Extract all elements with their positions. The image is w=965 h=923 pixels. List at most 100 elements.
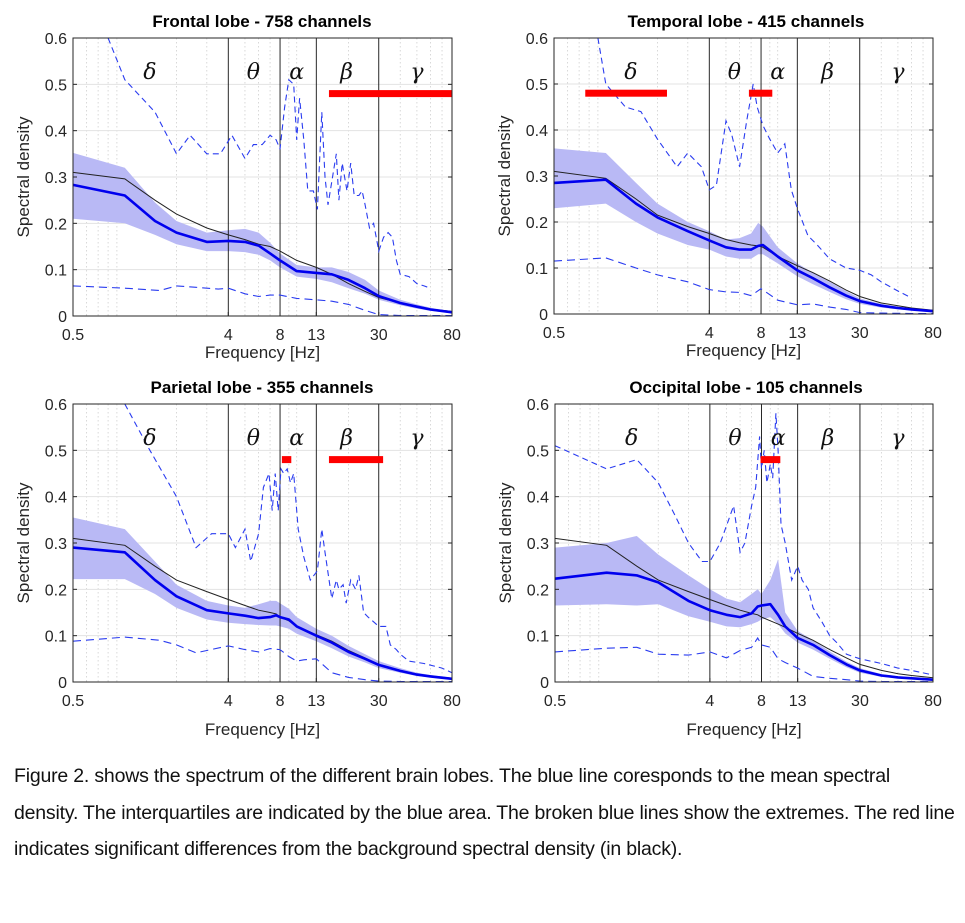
extreme-high-line [124, 403, 453, 674]
x-tick-label: 80 [924, 693, 942, 710]
x-tick-label: 4 [224, 693, 233, 710]
chart-title: Frontal lobe - 758 channels [152, 12, 371, 31]
y-tick-label: 0.4 [45, 124, 67, 141]
significance-bar [760, 456, 781, 464]
x-tick-label: 8 [276, 693, 285, 710]
figure: δ θ α β γ00.10.20.30.40.50.60.5 4 8 13 30 80Frequ… [14, 12, 942, 739]
band-label: δ [143, 60, 156, 85]
y-tick-label: 0.3 [527, 536, 549, 553]
band-label: δ [143, 426, 156, 451]
y-tick-label: 0.6 [527, 397, 549, 414]
extreme-high-line [107, 37, 431, 289]
panel-occipital: δ θ α β γ 0 0.1 0.2 0.3 0.4 0.5 0.6 0.5 4 8 13 30 80 Frequ… [496, 378, 942, 739]
x-tick-label: 30 [370, 327, 388, 344]
chart-title: Temporal lobe - 415 channels [628, 12, 865, 31]
x-tick-label: 4 [705, 693, 714, 710]
significance-bar [328, 456, 384, 464]
x-tick-label: 80 [443, 327, 461, 344]
y-tick-label: 0.5 [527, 443, 549, 460]
x-tick-label: 13 [307, 693, 325, 710]
mean-line [553, 178, 934, 313]
x-axis-label: Frequency [Hz] [205, 343, 320, 362]
x-tick-label: 8 [757, 693, 766, 710]
extreme-low-line [72, 285, 452, 317]
chart-title: Occipital lobe - 105 channels [629, 378, 862, 397]
x-tick-label: 8 [276, 327, 285, 344]
panel-frontal: δ θ α β γ 0 0.1 0.2 0.3 0.4 0.5 0.6 0.5 4 8 13 30 80 Frequ… [14, 12, 461, 362]
mean-line [72, 183, 453, 314]
y-tick-label: 0 [540, 675, 549, 692]
y-tick-label: 0.1 [45, 629, 67, 646]
iqr-area [554, 148, 933, 312]
band-label: γ [410, 60, 424, 85]
band-label: θ [247, 60, 260, 85]
background-line [553, 170, 934, 311]
y-axis-label: Spectral density [14, 116, 33, 237]
x-tick-label: 0.5 [62, 327, 84, 344]
x-tick-label: 4 [224, 327, 233, 344]
y-tick-label: 0.6 [45, 31, 67, 48]
iqr-area [555, 536, 933, 681]
x-tick-label: 13 [789, 693, 807, 710]
y-tick-label: 0.5 [45, 443, 67, 460]
x-tick-label: 0.5 [543, 325, 565, 342]
band-label: α [289, 426, 304, 451]
x-axis-label: Frequency [Hz] [686, 341, 801, 360]
x-tick-label: 0.5 [62, 693, 84, 710]
iqr-area [73, 517, 452, 680]
x-tick-label: 80 [924, 325, 942, 342]
band-label: β [339, 60, 353, 85]
x-tick-label: 30 [851, 325, 869, 342]
extreme-low-line [553, 257, 933, 315]
band-label: δ [624, 60, 637, 85]
significance-bar [585, 89, 667, 97]
y-tick-label: 0.4 [526, 123, 548, 140]
x-tick-label: 13 [307, 327, 325, 344]
y-tick-label: 0.1 [527, 629, 549, 646]
y-tick-label: 0.4 [527, 490, 549, 507]
y-tick-label: 0 [539, 307, 548, 324]
y-axis-label: Spectral density [495, 115, 514, 236]
y-tick-label: 0.2 [526, 215, 548, 232]
significance-bar [748, 89, 773, 97]
band-label: α [289, 60, 304, 85]
y-tick-label: 0.2 [45, 582, 67, 599]
y-axis-label: Spectral density [496, 482, 515, 603]
y-tick-label: 0.6 [526, 31, 548, 48]
mean-line [554, 571, 934, 681]
y-tick-label: 0.2 [45, 216, 67, 233]
background-line [554, 537, 934, 679]
x-tick-label: 8 [757, 325, 766, 342]
band-label: γ [891, 426, 905, 451]
iqr-area [73, 152, 452, 314]
significance-bar [281, 456, 292, 464]
x-tick-label: 30 [851, 693, 869, 710]
band-label: β [821, 426, 835, 451]
y-tick-label: 0.1 [45, 263, 67, 280]
x-axis-label: Frequency [Hz] [205, 720, 320, 739]
y-tick-label: 0.2 [527, 582, 549, 599]
y-tick-label: 0 [58, 675, 67, 692]
extreme-low-line [554, 636, 933, 683]
y-axis-label: Spectral density [14, 482, 33, 603]
x-tick-label: 0.5 [544, 693, 566, 710]
y-tick-label: 0.3 [526, 169, 548, 186]
x-axis-label: Frequency [Hz] [686, 720, 801, 739]
x-tick-label: 4 [705, 325, 714, 342]
band-label: α [770, 60, 785, 85]
y-tick-label: 0 [58, 309, 67, 326]
chart-title: Parietal lobe - 355 channels [151, 378, 374, 397]
mean-line [72, 546, 453, 681]
band-label: θ [728, 60, 741, 85]
significance-bar [328, 90, 452, 98]
extreme-low-line [72, 636, 452, 683]
figure-caption: Figure 2. shows the spectrum of the diff… [14, 765, 955, 860]
y-tick-label: 0.6 [45, 397, 67, 414]
x-tick-label: 13 [788, 325, 806, 342]
band-label: γ [891, 60, 905, 85]
y-tick-label: 0.5 [526, 77, 548, 94]
band-label: θ [728, 426, 741, 451]
band-label: β [339, 426, 353, 451]
extreme-high-line [554, 413, 934, 676]
band-label: θ [247, 426, 260, 451]
